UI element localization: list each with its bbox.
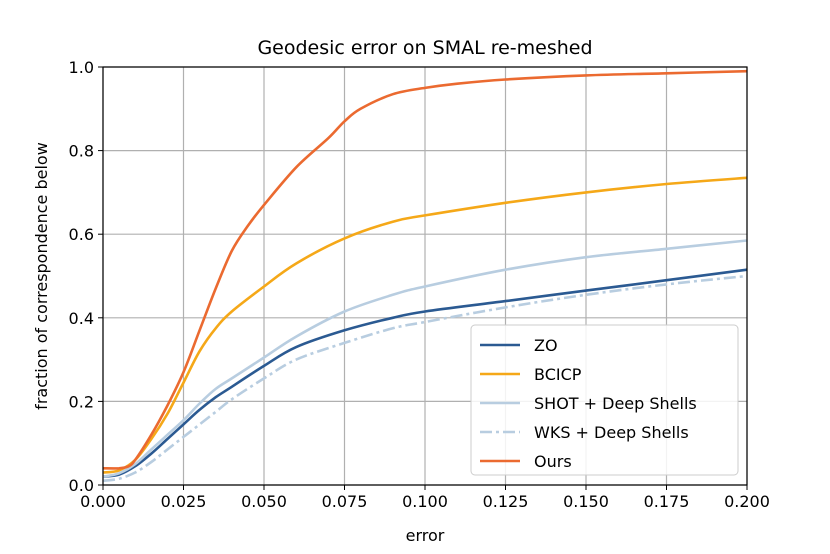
x-tick-label: 0.050 bbox=[241, 492, 287, 511]
y-tick-label: 0.6 bbox=[69, 225, 94, 244]
legend-label: SHOT + Deep Shells bbox=[534, 394, 697, 413]
x-tick-label: 0.150 bbox=[563, 492, 609, 511]
x-tick-label: 0.175 bbox=[644, 492, 690, 511]
series-line-zo bbox=[102, 268, 748, 478]
y-tick-label: 0.0 bbox=[69, 476, 94, 495]
legend-label: BCICP bbox=[534, 365, 582, 384]
x-tick-label: 0.025 bbox=[161, 492, 207, 511]
y-tick-label: 0.8 bbox=[69, 142, 94, 161]
x-tick-label: 0.200 bbox=[724, 492, 770, 511]
x-tick-label: 0.000 bbox=[80, 492, 126, 511]
legend-label: WKS + Deep Shells bbox=[534, 423, 689, 442]
y-axis-label: fraction of correspondence below bbox=[32, 142, 51, 410]
chart-title: Geodesic error on SMAL re-meshed bbox=[257, 37, 592, 59]
y-tick-label: 0.2 bbox=[69, 392, 94, 411]
y-tick-label: 1.0 bbox=[69, 58, 94, 77]
legend: ZO BCICP SHOT + Deep Shells WKS + Deep Shel… bbox=[470, 324, 739, 476]
x-tick-label: 0.100 bbox=[402, 492, 448, 511]
series-lines bbox=[102, 69, 748, 483]
x-axis-label: error bbox=[406, 526, 445, 545]
legend-label: ZO bbox=[534, 336, 558, 355]
x-tick-label: 0.075 bbox=[322, 492, 368, 511]
legend-label: Ours bbox=[534, 452, 572, 471]
y-tick-label: 0.4 bbox=[69, 309, 94, 328]
series-line-ours bbox=[102, 69, 748, 470]
series-line-bcicp bbox=[102, 176, 748, 474]
series-line-wks-deep-shells bbox=[102, 274, 748, 483]
x-axis-ticks: 0.000 0.025 0.050 0.075 0.100 0.125 0.150 0.175… bbox=[80, 485, 770, 511]
legend-box bbox=[470, 324, 739, 476]
y-axis-ticks: 0.0 0.2 0.4 0.6 0.8 1.0 bbox=[69, 58, 103, 495]
x-tick-label: 0.125 bbox=[483, 492, 529, 511]
series-line-shot-deep-shells bbox=[102, 239, 748, 478]
